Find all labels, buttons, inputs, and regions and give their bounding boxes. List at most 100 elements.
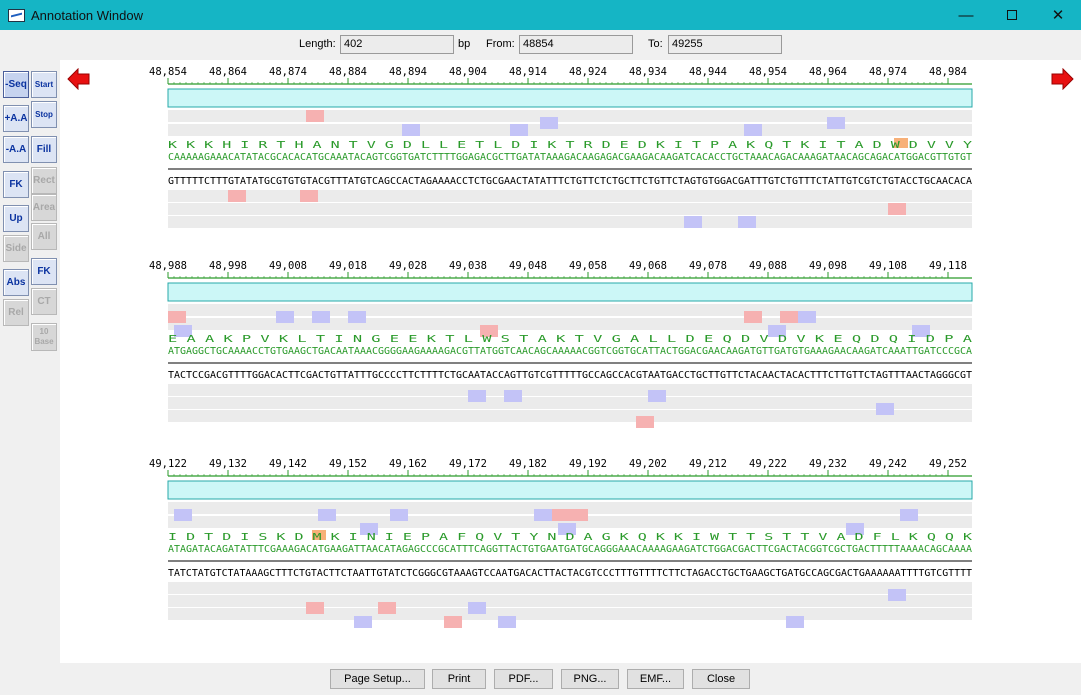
- frame-track: [168, 502, 972, 514]
- stop-codon-marker: [228, 190, 246, 202]
- stop-codon-marker: [780, 311, 798, 323]
- ruler-tick-label: 49,108: [869, 260, 907, 272]
- stop-codon-marker: [444, 616, 462, 628]
- frame-track: [168, 216, 972, 228]
- ruler-tick-label: 49,232: [809, 458, 847, 470]
- frame-track: [168, 608, 972, 620]
- ruler-tick-label: 49,038: [449, 260, 487, 272]
- close-button[interactable]: Close: [692, 669, 750, 689]
- stop-codon-marker: [306, 110, 324, 122]
- ruler-tick-label: 49,068: [629, 260, 667, 272]
- bottom-strand-sequence: TATCTATGTCTATAAAGCTTTCTGTACTTCTAATTGTATC…: [168, 568, 972, 579]
- start-codon-marker: [468, 602, 486, 614]
- prev-page-arrow-icon[interactable]: [67, 68, 91, 90]
- ruler-tick-label: 49,098: [809, 260, 847, 272]
- ruler-tick-label: 49,132: [209, 458, 247, 470]
- all-button[interactable]: All: [31, 223, 57, 250]
- ruler-tick-label: 49,142: [269, 458, 307, 470]
- start-codon-marker: [768, 325, 786, 337]
- window-controls: — ✕: [943, 0, 1081, 30]
- ruler-tick-label: 49,118: [929, 260, 967, 272]
- ruler-tick-label: 48,924: [569, 66, 607, 78]
- from-label: From:: [486, 38, 515, 50]
- stop-codon-marker: [570, 509, 588, 521]
- feature-band: [167, 88, 973, 108]
- start-codon-marker: [684, 216, 702, 228]
- start-codon-marker: [738, 216, 756, 228]
- start-codon-marker: [354, 616, 372, 628]
- ruler-tick-label: 48,864: [209, 66, 247, 78]
- png-button[interactable]: PNG...: [561, 669, 619, 689]
- pdf-button[interactable]: PDF...: [494, 669, 553, 689]
- start-codon-marker: [744, 124, 762, 136]
- unit-label: bp: [458, 38, 471, 50]
- start-codon-marker: [498, 616, 516, 628]
- base10-button[interactable]: 10 Base: [31, 323, 57, 351]
- top-strand-sequence: ATGAGGCTGCAAAACCTGTGAAGCTGACAATAAACGGGGA…: [168, 346, 972, 357]
- ruler-tick-label: 49,222: [749, 458, 787, 470]
- window-title: Annotation Window: [31, 7, 144, 23]
- rel-button[interactable]: Rel: [3, 299, 29, 326]
- ruler-tick-label: 48,904: [449, 66, 487, 78]
- frame-track: [168, 397, 972, 409]
- start-codon-marker: [540, 117, 558, 129]
- area-button[interactable]: Area: [31, 194, 57, 221]
- print-button[interactable]: Print: [432, 669, 486, 689]
- fk-dropdown-button[interactable]: FK: [3, 171, 29, 198]
- ruler-tick-label: 48,944: [689, 66, 727, 78]
- page-setup-button[interactable]: Page Setup...: [330, 669, 425, 689]
- start-codon-marker: [876, 403, 894, 415]
- range-info-bar: Length: 402 bp From: 48854 To: 49255: [0, 30, 1081, 60]
- ruler-tick-label: 49,242: [869, 458, 907, 470]
- ruler-tick-label: 49,008: [269, 260, 307, 272]
- close-window-button[interactable]: ✕: [1035, 0, 1081, 30]
- side-button[interactable]: Side: [3, 235, 29, 262]
- fill-button[interactable]: Fill: [31, 136, 57, 163]
- from-field[interactable]: 48854: [519, 35, 633, 54]
- frame-track: [168, 595, 972, 607]
- start-codon-marker: [558, 523, 576, 535]
- amino-acid-translation: I D T D I S K D M K I N I E P A F Q V T …: [168, 532, 972, 543]
- fk-color-button[interactable]: FK: [31, 258, 57, 285]
- ruler-tick-label: 48,964: [809, 66, 847, 78]
- frame-track: [168, 203, 972, 215]
- ruler-tick-label: 49,172: [449, 458, 487, 470]
- ruler-tick-label: 49,078: [689, 260, 727, 272]
- ruler-tick-label: 48,854: [149, 66, 187, 78]
- sequence-map: 48,854 48,864 48,874 48,884 48,894 48,904 48,9…: [149, 66, 973, 628]
- remove-aa-button[interactable]: -A.A: [3, 136, 29, 163]
- ruler-tick-label: 49,122: [149, 458, 187, 470]
- bottom-strand-sequence: GTTTTTCTTTGTATATGCGTGTGTACGTTTATGTCAGCCA…: [168, 176, 972, 187]
- ruler-tick-label: 48,984: [929, 66, 967, 78]
- ruler-tick-label: 49,182: [509, 458, 547, 470]
- up-button[interactable]: Up: [3, 205, 29, 232]
- minimize-button[interactable]: —: [943, 0, 989, 30]
- maximize-icon: [1007, 10, 1017, 20]
- abs-button[interactable]: Abs: [3, 269, 29, 296]
- ruler-tick-label: 49,192: [569, 458, 607, 470]
- seq-button[interactable]: -Seq: [3, 71, 29, 98]
- stop-codon-marker: [888, 203, 906, 215]
- length-field[interactable]: 402: [340, 35, 454, 54]
- ct-button[interactable]: CT: [31, 288, 57, 315]
- ruler-tick-label: 49,058: [569, 260, 607, 272]
- start-codon-marker: [174, 509, 192, 521]
- rect-button[interactable]: Rect: [31, 167, 57, 194]
- frame-track: [168, 110, 972, 122]
- add-aa-button[interactable]: +A.A: [3, 105, 29, 132]
- frame-track: [168, 124, 972, 136]
- start-button[interactable]: Start: [31, 71, 57, 98]
- stop-codon-marker: [636, 416, 654, 428]
- annotation-canvas: 48,854 48,864 48,874 48,884 48,894 48,904 48,9…: [60, 60, 1081, 663]
- to-field[interactable]: 49255: [668, 35, 782, 54]
- maximize-button[interactable]: [989, 0, 1035, 30]
- frame-track: [168, 582, 972, 594]
- emf-button[interactable]: EMF...: [627, 669, 684, 689]
- amino-acid-translation: K K K H I R T H A N T V G D L L E T L D …: [168, 140, 972, 151]
- next-page-arrow-icon[interactable]: [1050, 68, 1074, 90]
- start-codon-marker: [786, 616, 804, 628]
- ruler-tick-label: 49,252: [929, 458, 967, 470]
- stop-button[interactable]: Stop: [31, 101, 57, 128]
- start-codon-marker: [900, 509, 918, 521]
- stop-codon-marker: [306, 602, 324, 614]
